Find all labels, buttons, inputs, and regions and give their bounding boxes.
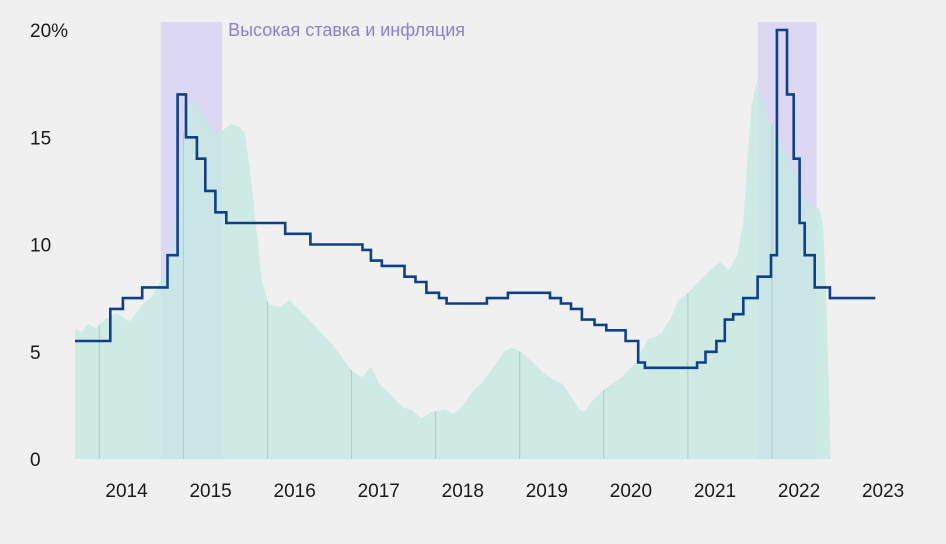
y-tick-label-4: 15 [30,128,51,149]
x-tick-label-8: 2021 [694,481,736,502]
x-tick-label-2: 2015 [189,481,231,502]
key-rate-line [75,28,876,370]
x-tick-label-9: 2022 [778,481,820,502]
x-tick-label-3: 2016 [274,481,316,502]
highlight-annotation: Высокая ставка и инфляция [228,20,465,40]
y-tick-label-1: 0 [30,450,41,471]
x-tick-label-1: 2014 [105,481,148,502]
x-tick-label-7: 2020 [610,481,652,502]
x-tick-label-6: 2019 [526,481,568,502]
x-tick-label-5: 2018 [442,481,484,502]
y-tick-label-5: 20% [30,21,68,42]
inflation-area [75,83,831,459]
x-tick-label-4: 2017 [358,481,400,502]
x-tick-label-10: 2023 [862,481,904,502]
y-tick-label-3: 10 [30,236,51,257]
y-tick-label-2: 5 [30,343,41,364]
